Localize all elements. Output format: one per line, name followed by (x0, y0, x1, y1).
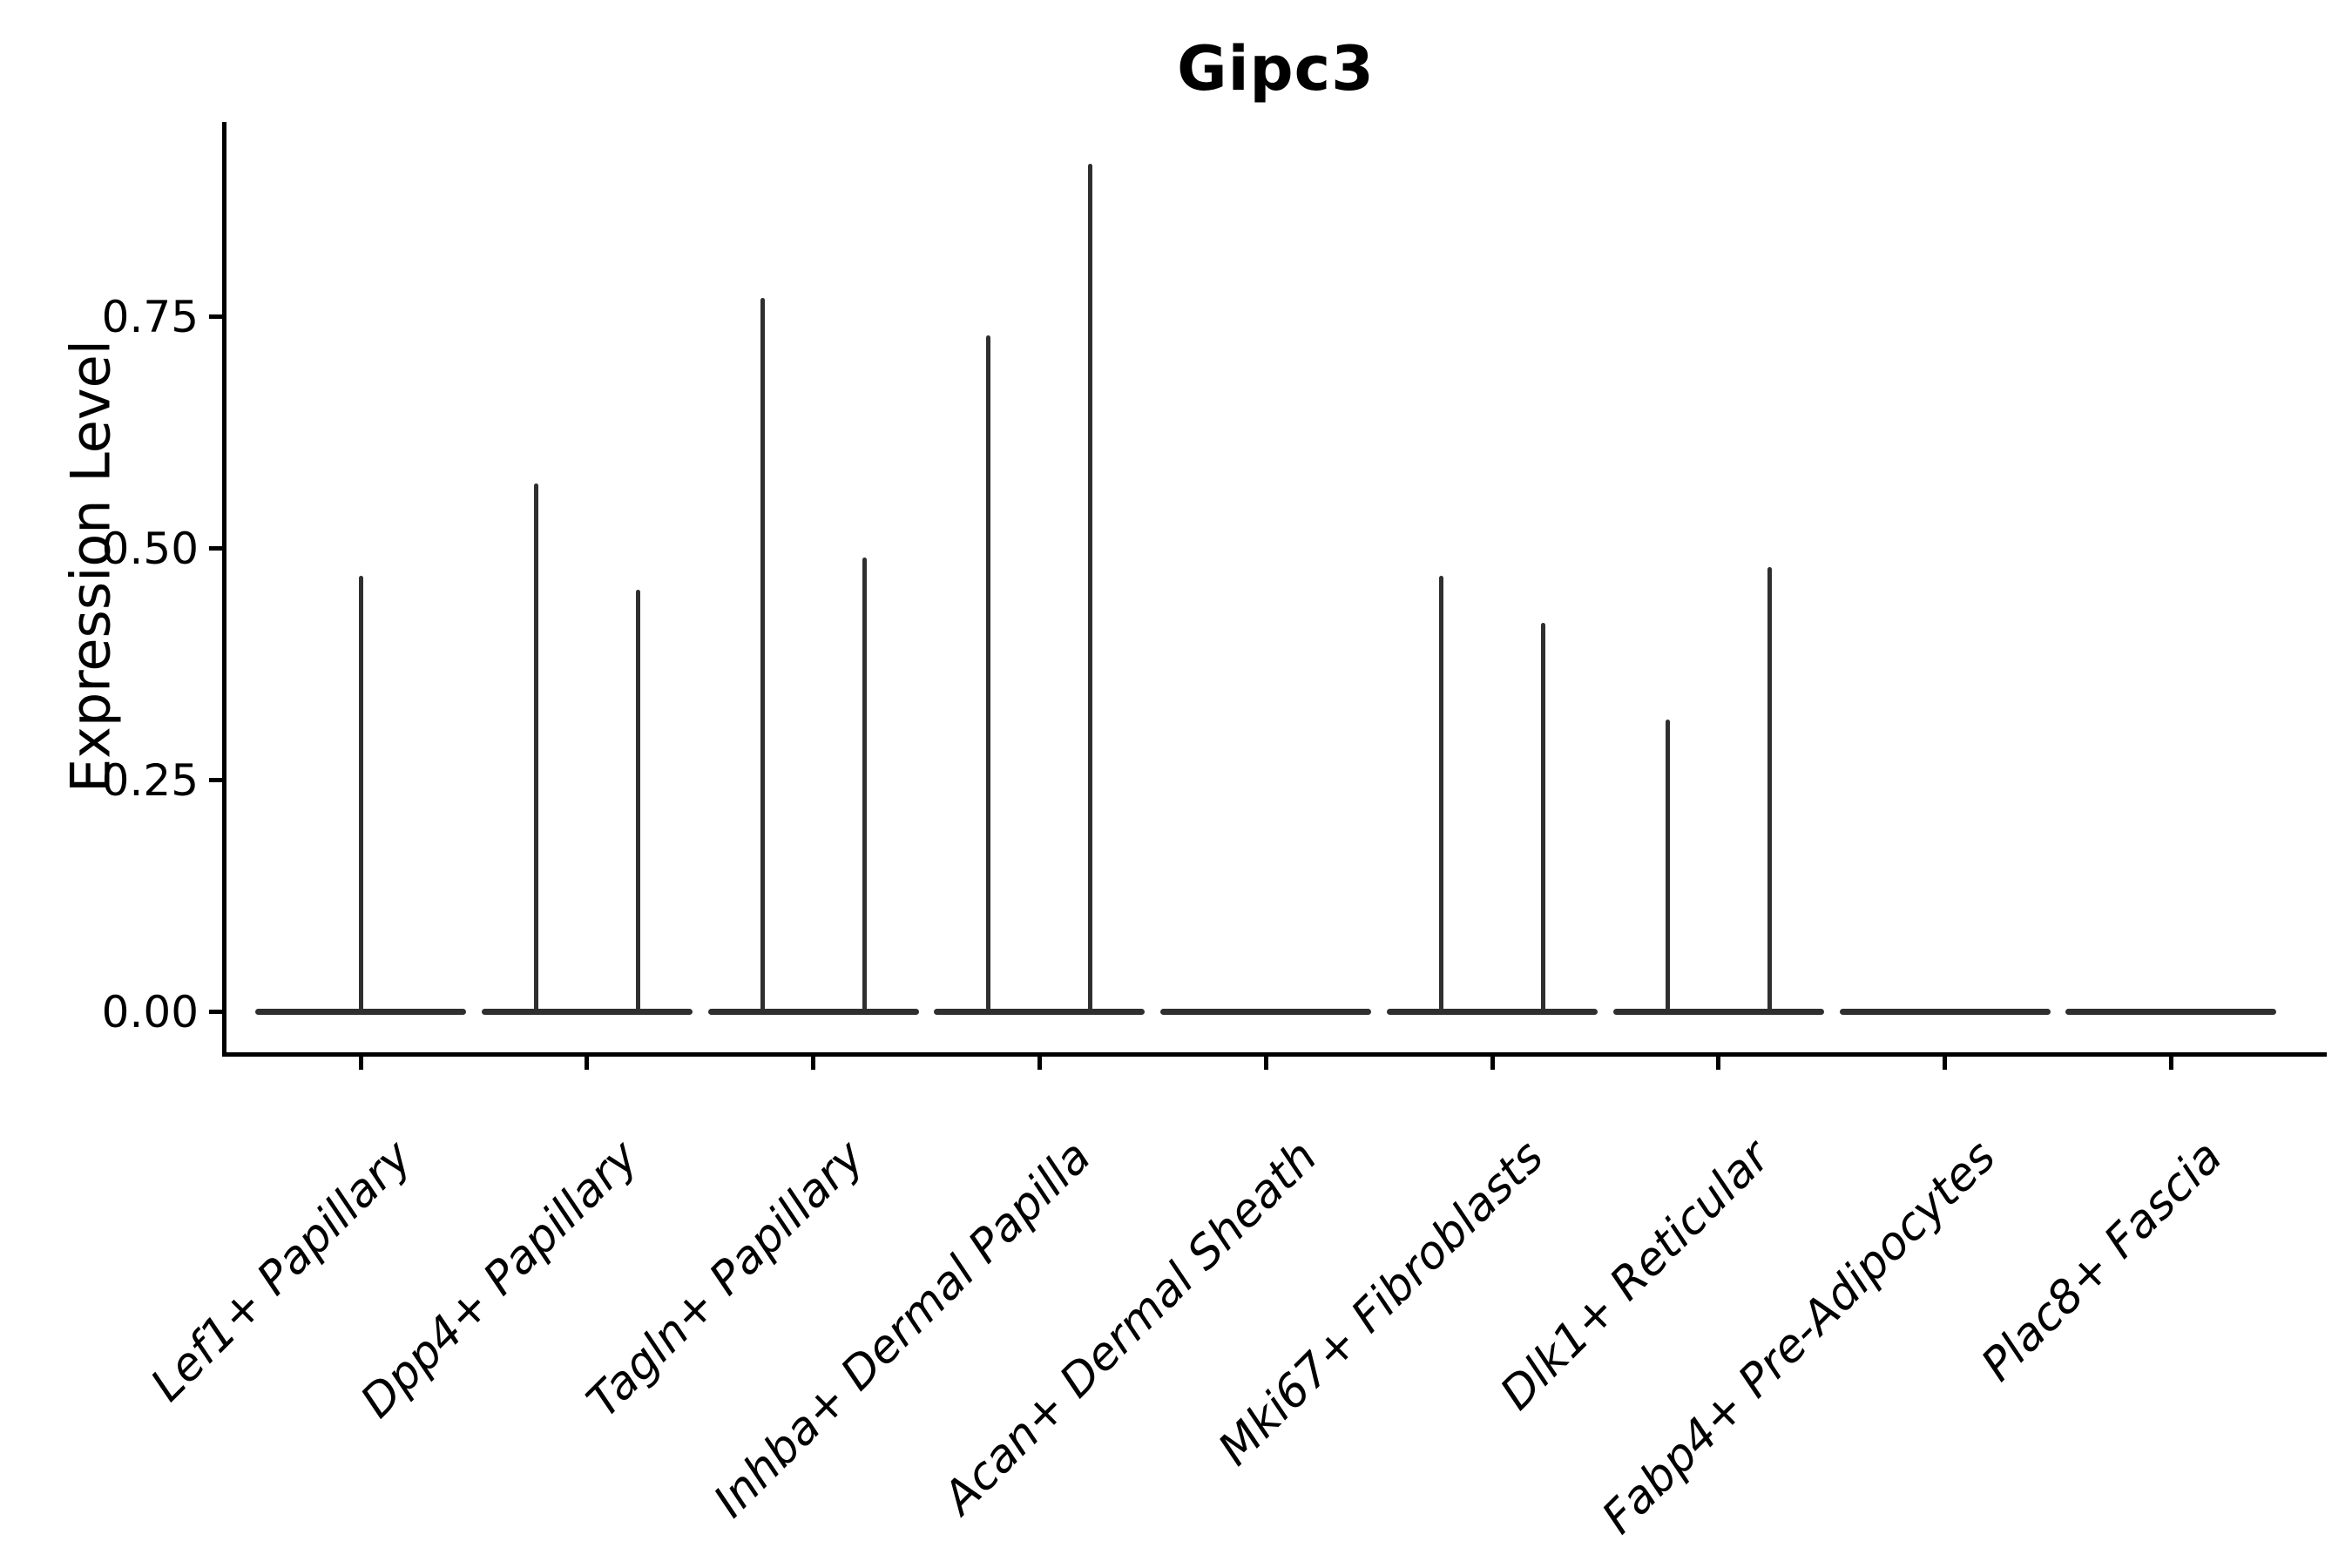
x-axis-line (222, 1052, 2327, 1057)
x-tick-label: Plac8+ Fascia (1971, 1131, 2233, 1392)
x-tick (1263, 1057, 1268, 1070)
violin-spike (862, 558, 867, 1013)
y-tick-label: 0.75 (101, 291, 199, 342)
violin-base (707, 1009, 919, 1015)
x-tick-label: Inhba+ Dermal Papilla (704, 1131, 1101, 1528)
violin-spike (533, 483, 538, 1013)
y-tick-label: 0.25 (101, 754, 199, 806)
x-tick (1943, 1057, 1948, 1070)
violin-spike (1767, 566, 1772, 1013)
x-tick (585, 1057, 590, 1070)
violin-spike (1439, 576, 1443, 1013)
x-tick-label: Fabp4+ Pre-Adipocytes (1592, 1131, 2007, 1544)
y-tick-label: 0.00 (101, 986, 199, 1037)
violin-base (481, 1009, 693, 1015)
x-tick (1716, 1057, 1721, 1070)
y-tick (209, 1010, 222, 1014)
x-tick (1490, 1057, 1495, 1070)
violin-spike (1088, 163, 1093, 1013)
violin-base (934, 1009, 1146, 1015)
y-tick-label: 0.50 (101, 523, 199, 574)
x-tick (358, 1057, 363, 1070)
y-axis-line (222, 122, 226, 1057)
violin-spike (635, 590, 640, 1013)
violin-base (1839, 1009, 2051, 1015)
violin-spike (1665, 720, 1670, 1013)
x-tick-label: Acan+ Dermal Sheath (933, 1131, 1328, 1524)
y-tick (209, 546, 222, 551)
x-tick (811, 1057, 816, 1070)
y-tick (209, 778, 222, 782)
y-tick (209, 314, 222, 319)
violin-base (1160, 1009, 1372, 1015)
violin-spike (358, 576, 363, 1013)
violin-spike (1541, 622, 1545, 1013)
violin-base (1612, 1009, 1824, 1015)
violin-spike (986, 335, 991, 1013)
x-tick (1037, 1057, 1042, 1070)
chart-title: Gipc3 (1177, 33, 1375, 105)
x-tick (2168, 1057, 2173, 1070)
violin-base (1387, 1009, 1598, 1015)
violin-spike (760, 298, 765, 1013)
violin-base (2065, 1009, 2277, 1015)
